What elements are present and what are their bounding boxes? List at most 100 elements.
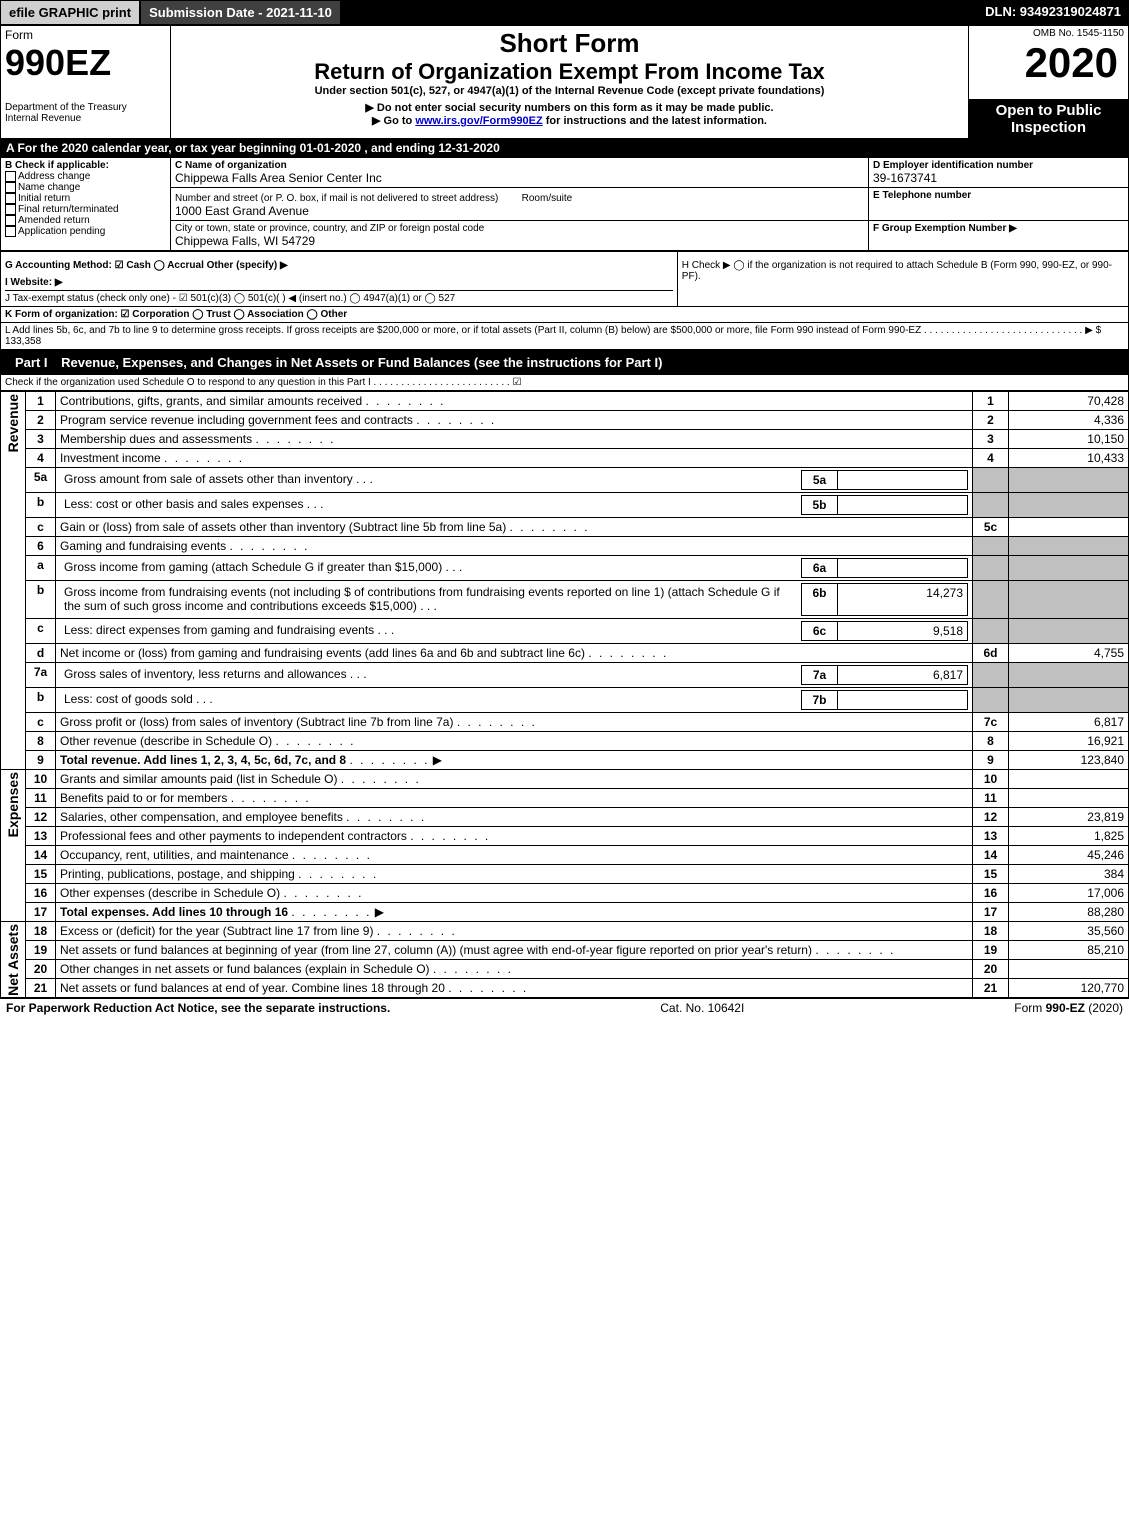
- line-row: 17Total expenses. Add lines 10 through 1…: [1, 902, 1129, 921]
- line-value: 120,770: [1009, 979, 1129, 998]
- line-text: Grants and similar amounts paid (list in…: [56, 769, 973, 788]
- line-value: 17,006: [1009, 883, 1129, 902]
- line-row: 3Membership dues and assessments . . . .…: [1, 429, 1129, 448]
- line-row: 15Printing, publications, postage, and s…: [1, 864, 1129, 883]
- line-ref: [973, 580, 1009, 618]
- line-h: H Check ▶ ◯ if the organization is not r…: [682, 254, 1124, 288]
- line-text: Net assets or fund balances at beginning…: [56, 940, 973, 959]
- line-l: L Add lines 5b, 6c, and 7b to line 9 to …: [1, 322, 1129, 349]
- line-a: A For the 2020 calendar year, or tax yea…: [0, 139, 1129, 157]
- form-word: Form: [5, 28, 166, 42]
- tax-year: 2020: [973, 39, 1124, 87]
- efile-print-button[interactable]: efile GRAPHIC print: [0, 0, 140, 25]
- line-number: a: [26, 555, 56, 580]
- goto-pre: ▶ Go to: [372, 115, 415, 127]
- line-text: Gross profit or (loss) from sales of inv…: [56, 712, 973, 731]
- top-bar: efile GRAPHIC print Submission Date - 20…: [0, 0, 1129, 25]
- box-b-item[interactable]: Final return/terminated: [5, 204, 166, 215]
- box-b-item[interactable]: Amended return: [5, 215, 166, 226]
- line-text: Gross sales of inventory, less returns a…: [56, 662, 973, 687]
- line-row: 7aGross sales of inventory, less returns…: [1, 662, 1129, 687]
- part1-label: Part I: [5, 353, 58, 372]
- line-text: Less: direct expenses from gaming and fu…: [56, 618, 973, 643]
- line-value: [1009, 580, 1129, 618]
- omb-number: OMB No. 1545-1150: [973, 28, 1124, 39]
- box-b-item[interactable]: Name change: [5, 182, 166, 193]
- ein-value: 39-1673741: [873, 171, 1124, 185]
- line-text: Occupancy, rent, utilities, and maintena…: [56, 845, 973, 864]
- line-value: [1009, 492, 1129, 517]
- line-ref: 14: [973, 845, 1009, 864]
- line-row: Revenue1Contributions, gifts, grants, an…: [1, 391, 1129, 410]
- line-ref: [973, 618, 1009, 643]
- line-ref: 20: [973, 959, 1009, 978]
- line-value: 10,433: [1009, 448, 1129, 467]
- line-value: [1009, 517, 1129, 536]
- lines-table: Revenue1Contributions, gifts, grants, an…: [0, 391, 1129, 999]
- line-number: 12: [26, 807, 56, 826]
- line-ref: [973, 467, 1009, 492]
- line-ref: [973, 555, 1009, 580]
- form-number: 990EZ: [5, 42, 166, 84]
- box-d-label: D Employer identification number: [873, 160, 1124, 171]
- box-b-item[interactable]: Application pending: [5, 226, 166, 237]
- line-row: 2Program service revenue including gover…: [1, 410, 1129, 429]
- line-ref: 5c: [973, 517, 1009, 536]
- line-value: 45,246: [1009, 845, 1129, 864]
- street-label: Number and street (or P. O. box, if mail…: [175, 193, 498, 204]
- line-number: b: [26, 580, 56, 618]
- irs-link[interactable]: www.irs.gov/Form990EZ: [415, 115, 542, 127]
- line-number: 18: [26, 921, 56, 940]
- section-label: Revenue: [5, 394, 21, 452]
- dept-label: Department of the Treasury Internal Reve…: [5, 102, 166, 124]
- line-value: 384: [1009, 864, 1129, 883]
- line-text: Gaming and fundraising events . . . . . …: [56, 536, 973, 555]
- room-suite-label: Room/suite: [522, 193, 573, 204]
- line-row: 20Other changes in net assets or fund ba…: [1, 959, 1129, 978]
- line-j: J Tax-exempt status (check only one) - ☑…: [5, 291, 673, 304]
- box-e-label: E Telephone number: [873, 190, 1124, 201]
- line-number: 6: [26, 536, 56, 555]
- line-number: c: [26, 618, 56, 643]
- line-value: 16,921: [1009, 731, 1129, 750]
- line-ref: 4: [973, 448, 1009, 467]
- ghijkl-block: G Accounting Method: ☑ Cash ◯ Accrual Ot…: [0, 251, 1129, 350]
- line-number: 16: [26, 883, 56, 902]
- line-number: c: [26, 712, 56, 731]
- line-row: 8Other revenue (describe in Schedule O) …: [1, 731, 1129, 750]
- line-value: 88,280: [1009, 902, 1129, 921]
- line-text: Total revenue. Add lines 1, 2, 3, 4, 5c,…: [56, 750, 973, 769]
- line-value: [1009, 959, 1129, 978]
- box-b-item[interactable]: Address change: [5, 171, 166, 182]
- line-ref: 11: [973, 788, 1009, 807]
- line-row: 16Other expenses (describe in Schedule O…: [1, 883, 1129, 902]
- line-number: 5a: [26, 467, 56, 492]
- section-label: Net Assets: [5, 924, 21, 996]
- line-text: Excess or (deficit) for the year (Subtra…: [56, 921, 973, 940]
- line-row: 14Occupancy, rent, utilities, and mainte…: [1, 845, 1129, 864]
- goto-post: for instructions and the latest informat…: [543, 115, 767, 127]
- under-section: Under section 501(c), 527, or 4947(a)(1)…: [175, 85, 964, 97]
- goto-line: ▶ Go to www.irs.gov/Form990EZ for instru…: [175, 114, 964, 127]
- line-value: [1009, 467, 1129, 492]
- box-b-item[interactable]: Initial return: [5, 193, 166, 204]
- line-number: 17: [26, 902, 56, 921]
- line-ref: 3: [973, 429, 1009, 448]
- line-ref: 7c: [973, 712, 1009, 731]
- line-text: Other expenses (describe in Schedule O) …: [56, 883, 973, 902]
- box-c-label: C Name of organization: [175, 160, 864, 171]
- line-text: Total expenses. Add lines 10 through 16 …: [56, 902, 973, 921]
- line-text: Gross amount from sale of assets other t…: [56, 467, 973, 492]
- line-row: cLess: direct expenses from gaming and f…: [1, 618, 1129, 643]
- line-ref: 8: [973, 731, 1009, 750]
- city-label: City or town, state or province, country…: [175, 223, 864, 234]
- line-text: Gain or (loss) from sale of assets other…: [56, 517, 973, 536]
- submission-date-button[interactable]: Submission Date - 2021-11-10: [140, 0, 341, 25]
- return-title: Return of Organization Exempt From Incom…: [175, 59, 964, 85]
- line-number: 11: [26, 788, 56, 807]
- city-value: Chippewa Falls, WI 54729: [175, 234, 864, 248]
- box-f-label: F Group Exemption Number ▶: [873, 223, 1124, 234]
- line-text: Other changes in net assets or fund bala…: [56, 959, 973, 978]
- line-value: [1009, 687, 1129, 712]
- part1-check: Check if the organization used Schedule …: [1, 374, 1129, 390]
